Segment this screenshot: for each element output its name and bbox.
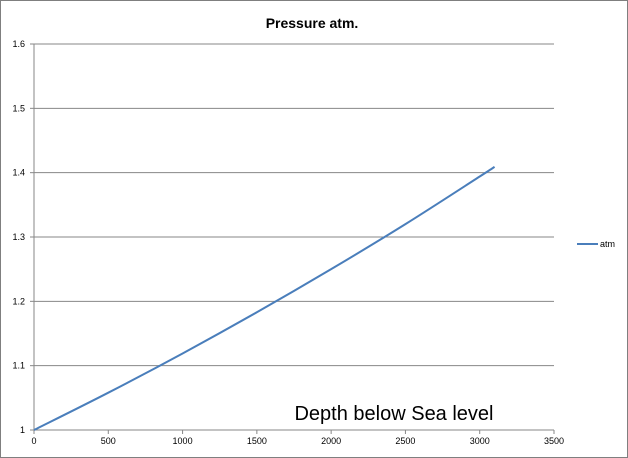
- legend: atm: [577, 239, 615, 249]
- y-tick-label: 1.5: [12, 103, 25, 113]
- x-tick-label: 500: [101, 436, 116, 446]
- y-tick-label: 1.2: [12, 296, 25, 306]
- axes: 1 1.1 1.2 1.3 1.4 1.5 1.6 0 500 1000 1500 2000 2500 3…: [12, 39, 564, 446]
- y-tick-label: 1.6: [12, 39, 25, 49]
- x-tick-label: 1000: [173, 436, 193, 446]
- chart-title: Pressure atm.: [266, 15, 359, 31]
- x-tick-label: 2000: [321, 436, 341, 446]
- series-layer: [33, 166, 496, 431]
- x-tick-label: 2500: [395, 436, 415, 446]
- y-tick-label: 1.1: [12, 361, 25, 371]
- annotation-depth-label: Depth below Sea level: [294, 403, 493, 425]
- series-line-atm: [33, 166, 496, 431]
- legend-label-atm: atm: [600, 239, 615, 249]
- y-tick-label: 1: [20, 425, 25, 435]
- x-tick-label: 0: [31, 436, 36, 446]
- y-tick-label: 1.3: [12, 232, 25, 242]
- y-tick-label: 1.4: [12, 168, 25, 178]
- gridlines: [34, 43, 554, 367]
- x-tick-label: 3500: [544, 436, 564, 446]
- x-tick-label: 1500: [247, 436, 267, 446]
- x-tick-label: 3000: [470, 436, 490, 446]
